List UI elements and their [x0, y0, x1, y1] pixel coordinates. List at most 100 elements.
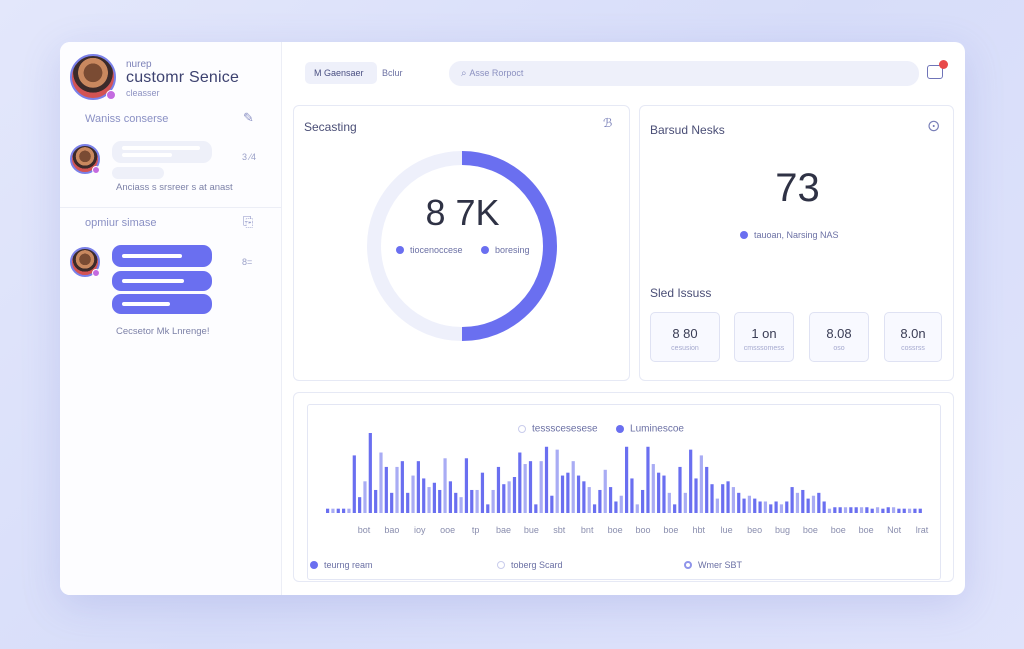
bar	[560, 475, 565, 513]
bar	[726, 481, 730, 513]
x-tick-label: lrat	[915, 525, 929, 535]
message-caption: Anciass s srsreer s at anast	[116, 182, 233, 193]
stat-tile[interactable]: 1 on cmsssomess	[734, 312, 794, 362]
bar	[390, 492, 394, 513]
bubble-line	[122, 146, 200, 150]
bar	[806, 498, 810, 513]
note-icon[interactable]: ⎘	[243, 214, 254, 229]
search-input[interactable]: ⌕ Asse Rorpoct	[449, 61, 919, 86]
x-tick-label: lue	[720, 525, 733, 535]
bar	[411, 475, 415, 513]
bar	[865, 507, 869, 513]
message-avatar	[70, 144, 100, 174]
message-bubble[interactable]	[112, 245, 212, 267]
bar	[918, 508, 922, 513]
legend-dot	[684, 560, 692, 569]
profile-small-label: nurep	[126, 59, 152, 70]
stat-tile[interactable]: 8.0n cossrss	[884, 312, 942, 362]
bar	[667, 492, 671, 513]
legend-dot	[310, 560, 318, 569]
bar	[582, 481, 586, 513]
bar	[758, 501, 762, 513]
bar	[331, 508, 335, 513]
stat-tile[interactable]: 8 80 cesusion	[650, 312, 720, 362]
bar	[678, 466, 682, 513]
bar	[913, 508, 917, 513]
message-bubble[interactable]	[112, 141, 212, 163]
legend-dot	[497, 560, 505, 569]
stats-subsection-title: Sled Issuss	[650, 286, 712, 300]
bar	[763, 501, 768, 513]
bar	[737, 492, 741, 513]
bar	[683, 492, 687, 513]
bar	[838, 507, 842, 513]
bar	[555, 449, 559, 513]
compose-icon[interactable]: ✎	[243, 110, 254, 125]
bar	[454, 492, 458, 513]
bar	[379, 452, 383, 513]
x-tick-label: ooe	[440, 525, 456, 535]
bar	[699, 455, 703, 513]
bar	[673, 504, 677, 513]
bar	[619, 495, 623, 513]
stat-tile[interactable]: 8.08 oso	[809, 312, 869, 362]
message-caption: Cecsetor Mk Lnrenge!	[116, 326, 210, 337]
bar	[438, 489, 442, 513]
bar	[811, 495, 816, 513]
stats-big-value: 73	[775, 166, 820, 210]
bar	[769, 504, 773, 513]
legend-item[interactable]: teurng ream	[310, 556, 373, 574]
legend-item[interactable]: toberg Scard	[497, 556, 563, 574]
message-bubble[interactable]	[112, 167, 164, 179]
card-donut-icon[interactable]: ℬ	[603, 116, 613, 130]
bar	[689, 449, 693, 513]
chart-bottom-legend-3: Wmer SBT	[698, 559, 742, 570]
stats-legend-text: tauoan, Narsing NAS	[754, 229, 839, 240]
bar	[721, 484, 725, 513]
bar	[432, 482, 436, 513]
chart-legend-top: tessscesesese Luminescoe	[518, 420, 684, 438]
bubble-line	[122, 153, 172, 157]
bar	[795, 492, 800, 513]
legend-dot	[396, 245, 404, 254]
donut-legend: tiocenoccese boresing	[396, 241, 530, 259]
card-stats: Barsud Nesks ⊙ 73 tauoan, Narsing NAS Sl…	[639, 105, 954, 381]
bar	[875, 507, 880, 513]
status-dot	[92, 269, 100, 277]
tab-other[interactable]: Bclur	[382, 68, 403, 78]
bar	[352, 455, 356, 513]
message-bubble[interactable]	[112, 271, 212, 291]
bar	[635, 504, 639, 513]
notification-icon[interactable]	[927, 60, 948, 79]
x-tick-label: hbt	[692, 525, 706, 535]
legend-item[interactable]: Wmer SBT	[684, 556, 742, 574]
profile-avatar[interactable]	[70, 54, 116, 100]
bar	[598, 489, 602, 513]
bar	[651, 464, 655, 513]
bar	[422, 478, 426, 513]
bar	[843, 507, 848, 513]
card-donut-title: Secasting	[304, 120, 357, 134]
donut-center-value: 8 7K	[425, 192, 500, 233]
donut-value-arc	[461, 151, 557, 341]
profile-title: customr Senice	[126, 69, 240, 86]
search-placeholder: Asse Rorpoct	[469, 68, 524, 78]
tab-active[interactable]: M Gaensaer	[305, 62, 377, 84]
bar	[657, 472, 661, 513]
sidebar-divider	[60, 207, 282, 208]
x-tick-label: bug	[774, 525, 791, 535]
x-tick-label: bae	[495, 525, 512, 535]
stat-tile-label: cesusion	[671, 345, 699, 352]
message-bubble[interactable]	[112, 294, 212, 314]
bar	[753, 498, 757, 513]
settings-icon[interactable]: ⊙	[927, 118, 941, 135]
bubble-line	[122, 254, 182, 258]
x-tick-label: bue	[523, 525, 539, 535]
bar	[502, 484, 506, 513]
message-avatar	[70, 247, 100, 277]
stat-tile-value: 8.08	[826, 326, 852, 341]
bar	[603, 469, 607, 513]
bar	[358, 497, 362, 513]
chart-legend-2: Luminescoe	[630, 423, 684, 435]
stat-tile-value: 8.0n	[900, 326, 926, 341]
